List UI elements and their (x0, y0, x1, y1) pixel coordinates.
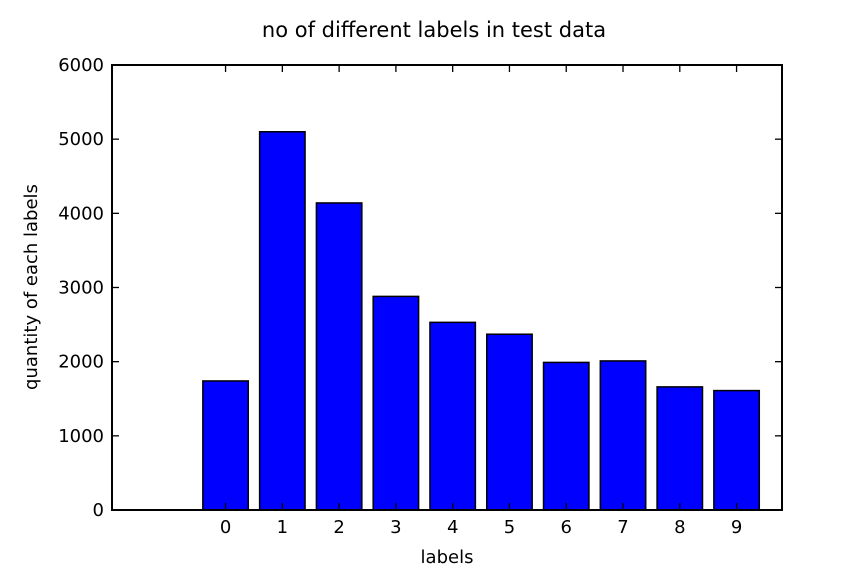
x-tick-label: 2 (333, 517, 344, 538)
bar-1 (258, 131, 306, 511)
bar-7 (599, 360, 647, 511)
x-tick-label: 0 (220, 517, 231, 538)
bar-0 (202, 380, 250, 511)
x-tick-label: 7 (617, 517, 628, 538)
bar-9 (713, 389, 761, 511)
bar-2 (315, 202, 363, 511)
bar-6 (542, 361, 590, 511)
bar-8 (656, 386, 704, 511)
y-tick-label: 3000 (58, 278, 104, 299)
plot-frame (111, 64, 783, 511)
x-tick-label: 4 (447, 517, 458, 538)
y-tick-label: 6000 (58, 55, 104, 76)
bar-3 (372, 295, 420, 511)
y-tick-label: 2000 (58, 352, 104, 373)
x-tick-label: 3 (390, 517, 401, 538)
x-tick-label: 9 (731, 517, 742, 538)
y-tick-label: 4000 (58, 203, 104, 224)
y-tick-label: 0 (93, 500, 104, 521)
x-axis-label: labels (421, 547, 474, 568)
y-axis-label: quantity of each labels (21, 184, 42, 390)
x-tick-label: 1 (277, 517, 288, 538)
tick-labels-group: 0 1 2 3 4 5 6 7 8 9 0 1000 2000 3000 4000 5000 6000 (58, 55, 742, 538)
bars-group (202, 131, 761, 511)
ticks-group (112, 64, 782, 511)
chart-title: no of different labels in test data (262, 18, 606, 42)
y-tick-label: 1000 (58, 426, 104, 447)
x-tick-label: 8 (674, 517, 685, 538)
bar-4 (429, 321, 477, 511)
x-tick-label: 6 (561, 517, 572, 538)
x-tick-label: 5 (504, 517, 515, 538)
bar-5 (485, 333, 533, 511)
y-tick-label: 5000 (58, 129, 104, 150)
